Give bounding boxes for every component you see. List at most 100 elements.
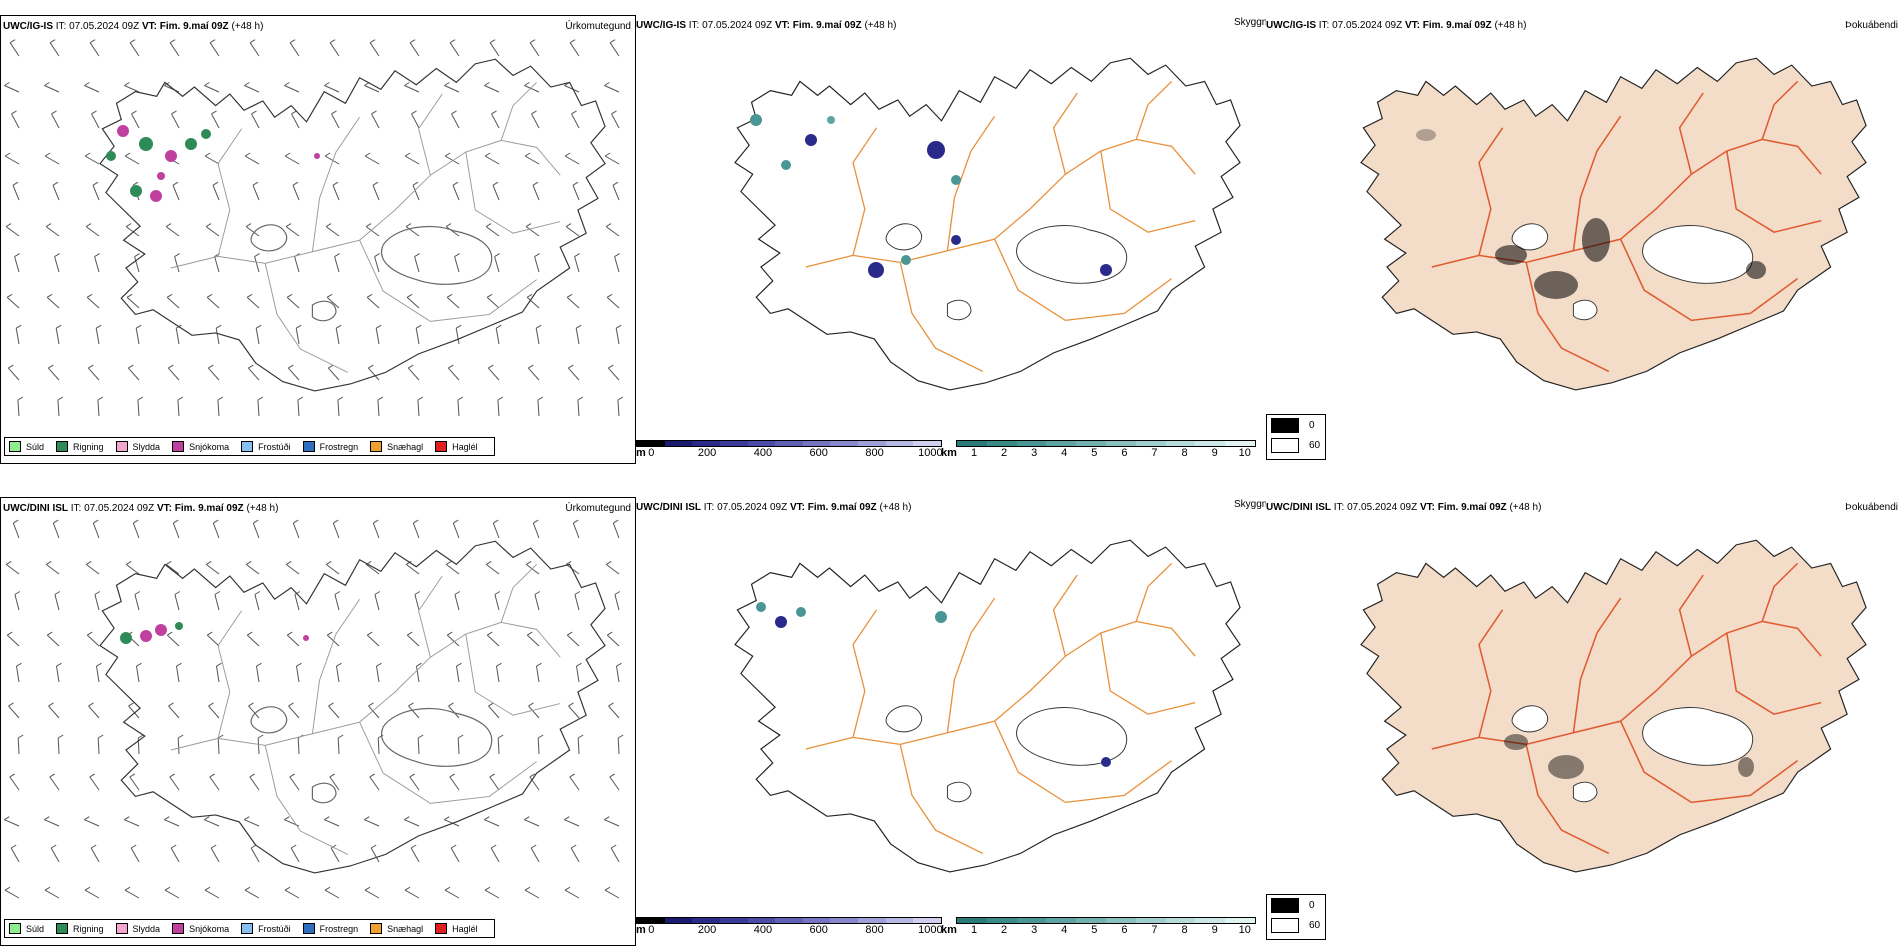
wind-barb-flag [213,519,219,524]
wind-barb-flag [248,702,254,707]
fog-patches [1416,129,1766,299]
wind-barb-flag [566,293,573,298]
wind-barb-flag [255,324,262,329]
wind-barb [129,776,140,791]
wind-barb-flag [8,702,14,707]
wind-barb-flag [606,293,613,298]
wind-barb-flag [491,110,497,115]
wind-barb-flag [489,39,496,44]
wind-barb [525,564,540,575]
wind-barb-flag [364,816,370,821]
wind-barb-flag [373,519,379,524]
fog-legend: 0 60 [1266,414,1326,460]
wind-barb [609,42,620,57]
wind-barb-flag [5,223,12,228]
wind-barb [324,85,340,93]
wind-barb [46,634,60,647]
wind-barb [244,85,260,93]
wind-barb [335,328,340,345]
wind-barb [94,594,100,611]
wind-barb [284,85,300,93]
legend-label: Snæhagl [387,441,424,452]
wind-barb-flag [84,82,90,86]
colorbar-cell [1046,441,1077,446]
wind-barb [244,889,260,899]
colorbar-cell [802,441,831,446]
wind-barb [566,296,580,309]
legend-item: Slydda [115,923,160,934]
wind-barb-flag [564,152,571,157]
wind-barb-flag [254,253,260,258]
wind-barb-flag [616,662,622,667]
wind-barb-flag [574,253,580,258]
wind-barb-flag [293,519,299,524]
wind-barb-flag [406,293,413,298]
wind-barb [494,256,500,273]
colorbar-cell [747,918,776,923]
wind-barb-flag [284,82,290,86]
wind-barb [204,889,220,899]
wind-barb [451,113,460,129]
wind-barb [564,889,580,899]
wind-barb [44,155,60,165]
wind-barb [497,737,500,755]
wind-barb-flag [614,591,621,595]
wind-barb [337,737,340,755]
wind-barb [449,42,460,57]
legend-label: Haglél [452,923,478,934]
wind-barb [535,328,540,345]
wind-barb [454,256,460,273]
wind-barb-flag [297,396,304,401]
wind-barb [166,296,180,309]
legend-label: Súld [26,923,45,934]
wind-barb-flag [337,734,344,739]
wind-barb-flag [527,631,533,636]
wind-barb [288,705,300,719]
wind-barb [290,847,300,863]
wind-barb [455,328,460,345]
wind-barb [7,367,20,381]
wind-barb [574,256,580,273]
wind-barb [97,737,100,755]
wind-barb [415,328,420,345]
colorbar-tick: 400 [753,924,773,936]
wind-barb [91,113,100,129]
wind-barb [484,819,500,827]
wind-barb-flag [364,152,371,157]
wind-barb [135,328,140,345]
wind-barb [285,564,300,575]
wind-barb-flag [370,844,377,849]
wind-barb [54,256,60,273]
wind-barb [372,522,380,539]
colorbar-cell [1105,441,1136,446]
wind-barb-flag [45,560,52,565]
wind-barb-flag [84,886,91,891]
wind-barb-flag [89,773,96,778]
wind-barb-flag [608,702,614,707]
wind-barb [408,705,420,719]
wind-barb-flag [330,844,337,849]
colorbar-tick: 10 [1238,447,1251,459]
wind-barb [291,113,300,129]
wind-barb [172,522,180,539]
wind-barb-flag [88,364,94,369]
wind-barb-flag [249,39,256,44]
legend-label: Rigning [73,441,104,452]
legend-label: Slydda [132,441,161,452]
wind-barb [529,776,540,791]
wind-barb [217,399,220,417]
legend-swatch [302,441,315,452]
wind-barb [94,256,100,273]
wind-barb-flag [129,773,136,778]
wind-barb [325,226,340,237]
fog-legend: 0 60 [1266,894,1326,940]
wind-barb-flag [44,816,50,821]
wind-barb [444,819,460,827]
wind-barb [564,85,580,93]
colorbar-unit-m: m [636,924,646,936]
colorbar-cell [719,918,748,923]
legend-swatch [172,441,185,452]
wind-barb-flag [446,293,453,298]
wind-barb-flag [215,324,222,329]
wind-barb [610,847,620,863]
